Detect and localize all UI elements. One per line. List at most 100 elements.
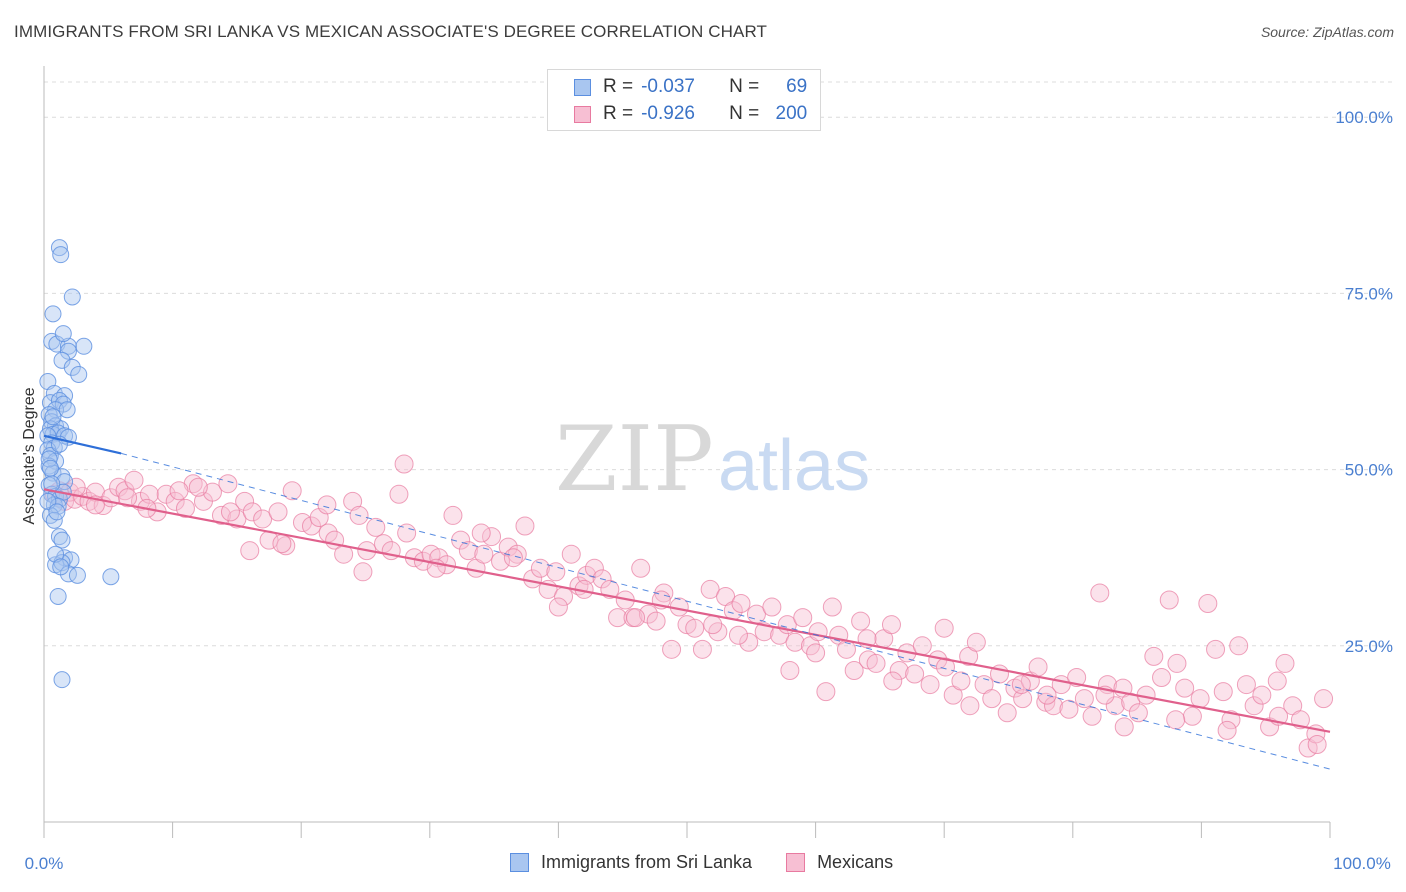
data-point-mexicans bbox=[1167, 653, 1187, 673]
data-point-mexicans bbox=[780, 660, 800, 680]
data-point-mexicans bbox=[1082, 706, 1102, 726]
data-point-mexicans bbox=[700, 579, 720, 599]
data-point-mexicans bbox=[530, 558, 550, 578]
legend-r-value: -0.926 bbox=[641, 103, 695, 124]
data-point-mexicans bbox=[1152, 668, 1172, 688]
series-sri-lanka bbox=[39, 239, 120, 689]
legend-swatch-pink bbox=[574, 105, 591, 123]
data-point-mexicans bbox=[169, 481, 189, 501]
data-point-mexicans bbox=[951, 671, 971, 691]
data-point-mexicans bbox=[638, 604, 658, 624]
data-point-mexicans bbox=[242, 502, 262, 522]
data-point-mexicans bbox=[1159, 590, 1179, 610]
legend-box: R = -0.037 N = 69 R = -0.926 N = 200 bbox=[547, 69, 821, 131]
data-point-mexicans bbox=[728, 625, 748, 645]
legend-item-mexicans[interactable]: Mexicans bbox=[786, 852, 893, 873]
data-point-mexicans bbox=[268, 502, 288, 522]
data-point-mexicans bbox=[1229, 636, 1249, 656]
source-label: Source: ZipAtlas.com bbox=[1260, 24, 1394, 40]
data-point-mexicans bbox=[165, 491, 185, 511]
data-point-mexicans bbox=[317, 495, 337, 515]
data-point-mexicans bbox=[515, 516, 535, 536]
data-point-mexicans bbox=[235, 491, 255, 511]
data-point-mexicans bbox=[353, 562, 373, 582]
data-point-mexicans bbox=[1275, 653, 1295, 673]
data-point-mexicans bbox=[851, 611, 871, 631]
data-point-mexicans bbox=[1217, 720, 1237, 740]
data-point-mexicans bbox=[883, 671, 903, 691]
legend-label-sri-lanka: Immigrants from Sri Lanka bbox=[541, 852, 753, 872]
data-point-mexicans bbox=[808, 622, 828, 642]
data-point-mexicans bbox=[920, 675, 940, 695]
data-point-mexicans bbox=[1059, 699, 1079, 719]
legend-row-mexicans: R = -0.926 N = 200 bbox=[574, 102, 807, 126]
data-point-sri-lanka bbox=[53, 531, 71, 549]
data-point-mexicans bbox=[458, 541, 478, 561]
data-point-mexicans bbox=[443, 505, 463, 525]
watermark-zip: ZIP bbox=[555, 407, 714, 512]
legend-swatch-blue bbox=[574, 78, 591, 96]
data-point-mexicans bbox=[703, 615, 723, 635]
data-point-mexicans bbox=[934, 618, 954, 638]
grid-lines bbox=[44, 81, 1392, 647]
data-point-mexicans bbox=[739, 632, 759, 652]
data-point-mexicans bbox=[966, 632, 986, 652]
data-point-sri-lanka bbox=[70, 365, 88, 383]
data-point-mexicans bbox=[1175, 678, 1195, 698]
legend-r-label: R = bbox=[603, 76, 634, 97]
bottom-legend: Immigrants from Sri Lanka Mexicans bbox=[510, 852, 927, 873]
y-tick-label: 25.0% bbox=[1345, 637, 1393, 656]
data-point-mexicans bbox=[1090, 583, 1110, 603]
watermark-atlas: atlas bbox=[718, 426, 870, 506]
data-point-mexicans bbox=[754, 622, 774, 642]
data-point-sri-lanka bbox=[68, 566, 86, 584]
data-point-sri-lanka bbox=[41, 459, 59, 477]
data-point-mexicans bbox=[1307, 734, 1327, 754]
data-point-mexicans bbox=[1236, 675, 1256, 695]
x-tick-label: 0.0% bbox=[25, 854, 64, 873]
data-point-mexicans bbox=[577, 565, 597, 585]
data-point-mexicans bbox=[282, 481, 302, 501]
data-point-mexicans bbox=[1011, 675, 1031, 695]
legend-n-label: N = bbox=[729, 103, 760, 124]
data-point-mexicans bbox=[139, 484, 159, 504]
data-point-mexicans bbox=[960, 696, 980, 716]
data-point-mexicans bbox=[1244, 696, 1264, 716]
data-point-mexicans bbox=[561, 544, 581, 564]
data-point-mexicans bbox=[997, 703, 1017, 723]
data-point-mexicans bbox=[866, 653, 886, 673]
legend-item-sri-lanka[interactable]: Immigrants from Sri Lanka bbox=[510, 852, 752, 873]
data-point-mexicans bbox=[188, 477, 208, 497]
data-point-sri-lanka bbox=[49, 587, 67, 605]
data-point-sri-lanka bbox=[102, 568, 120, 586]
legend-row-sri-lanka: R = -0.037 N = 69 bbox=[574, 75, 807, 99]
tick-labels: 25.0% 50.0% 75.0% 100.0% 0.0% 100.0% bbox=[25, 108, 1393, 873]
trend-line-sri-lanka bbox=[43, 434, 122, 455]
data-point-mexicans bbox=[1198, 594, 1218, 614]
data-point-sri-lanka bbox=[63, 288, 81, 306]
data-point-mexicans bbox=[646, 611, 666, 631]
y-tick-label: 50.0% bbox=[1345, 461, 1393, 480]
data-point-mexicans bbox=[218, 474, 238, 494]
trend-line-mexicans bbox=[43, 488, 1331, 733]
trend-lines bbox=[43, 434, 1331, 770]
data-point-sri-lanka bbox=[54, 325, 72, 343]
x-tick-label: 100.0% bbox=[1333, 854, 1391, 873]
data-point-mexicans bbox=[253, 509, 273, 529]
data-point-sri-lanka bbox=[48, 503, 66, 521]
data-point-mexicans bbox=[1044, 696, 1064, 716]
data-point-mexicans bbox=[546, 562, 566, 582]
legend-n-value: 200 bbox=[775, 103, 808, 124]
data-point-mexicans bbox=[762, 597, 782, 617]
data-point-mexicans bbox=[1252, 685, 1272, 705]
data-point-mexicans bbox=[1005, 678, 1025, 698]
data-point-sri-lanka bbox=[58, 401, 76, 419]
data-point-mexicans bbox=[935, 657, 955, 677]
data-point-mexicans bbox=[389, 484, 409, 504]
data-point-sri-lanka bbox=[47, 545, 65, 563]
data-point-mexicans bbox=[844, 660, 864, 680]
data-point-mexicans bbox=[785, 632, 805, 652]
data-point-mexicans bbox=[1166, 710, 1186, 730]
data-point-mexicans bbox=[366, 517, 386, 537]
